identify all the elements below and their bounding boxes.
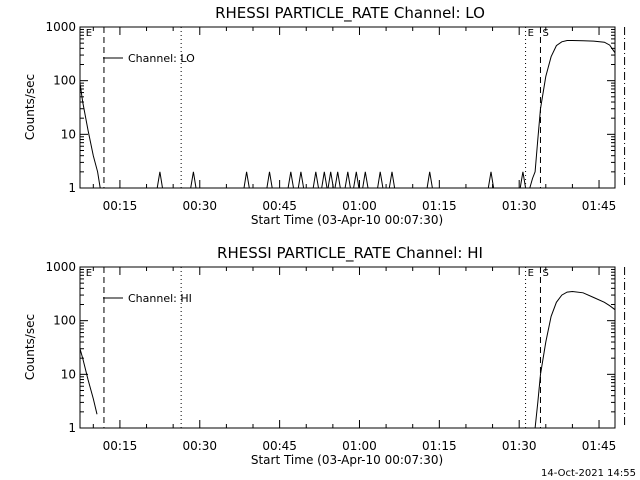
x-tick-label: 01:15 [422, 199, 457, 213]
y-tick-label: 1 [68, 181, 76, 195]
event-marker-label: E [528, 28, 534, 39]
event-marker-label: E [86, 28, 92, 39]
chart-title: RHESSI PARTICLE_RATE Channel: HI [217, 244, 483, 263]
panel-lo: RHESSI PARTICLE_RATE Channel: LO 1 10 100 1… [23, 4, 626, 227]
data-series-line [266, 171, 273, 189]
x-tick-label: 01:30 [502, 439, 537, 453]
data-series-line [529, 40, 616, 189]
data-series-line [362, 171, 369, 189]
data-series-line [327, 171, 334, 189]
data-series-line [243, 171, 250, 189]
data-series-line [297, 171, 305, 189]
data-series-line [519, 171, 527, 189]
y-axis-label: Counts/sec [23, 314, 37, 380]
x-axis-label: Start Time (03-Apr-10 00:07:30) [251, 453, 443, 467]
legend: Channel: HI [103, 292, 192, 305]
data-series-line [344, 171, 351, 189]
event-marker-label: E [528, 268, 534, 279]
data-series-line [334, 171, 341, 189]
x-tick-label: 00:15 [103, 199, 138, 213]
y-tick-label: 1000 [45, 20, 76, 34]
x-tick-label: 01:15 [422, 439, 457, 453]
data-series-line [190, 171, 197, 189]
y-tick-label: 10 [61, 367, 76, 381]
event-marker-label: S [542, 28, 548, 39]
data-series-line [156, 171, 163, 189]
x-tick-label: 00:15 [103, 439, 138, 453]
x-tick-label: 01:00 [342, 439, 377, 453]
legend: Channel: LO [103, 52, 195, 65]
y-tick-label: 1000 [45, 260, 76, 274]
y-tick-label: 10 [61, 127, 76, 141]
data-series-line [79, 348, 98, 415]
x-tick-label: 00:30 [182, 439, 217, 453]
data-series-line [353, 171, 360, 189]
legend-label: Channel: LO [128, 52, 195, 65]
x-tick-label: 00:45 [262, 439, 297, 453]
data-series-line [79, 83, 101, 189]
y-tick-label: 100 [53, 74, 76, 88]
panel-hi: RHESSI PARTICLE_RATE Channel: HI 1 10 100 1… [23, 244, 626, 467]
data-series-line [534, 290, 616, 429]
data-series-line [426, 171, 433, 189]
data-series-line [377, 171, 384, 189]
chart-title: RHESSI PARTICLE_RATE Channel: LO [215, 4, 485, 23]
data-series-line [287, 171, 294, 189]
x-tick-label: 00:30 [182, 199, 217, 213]
data-series-line [388, 171, 396, 189]
y-tick-label: 1 [68, 421, 76, 435]
y-tick-label: 100 [53, 314, 76, 328]
data-series-line [487, 171, 495, 189]
x-tick-label: 00:45 [262, 199, 297, 213]
event-marker-label: E [86, 268, 92, 279]
x-tick-label: 01:30 [502, 199, 537, 213]
plot-frame [79, 266, 616, 429]
x-axis-label: Start Time (03-Apr-10 00:07:30) [251, 213, 443, 227]
x-tick-label: 01:45 [582, 439, 617, 453]
y-axis-label: Counts/sec [23, 74, 37, 140]
x-tick-label: 01:45 [582, 199, 617, 213]
plot-frame [79, 26, 616, 189]
event-marker-label: S [542, 268, 548, 279]
data-series-line [312, 171, 319, 189]
data-series-line [321, 171, 328, 189]
legend-label: Channel: HI [128, 292, 192, 305]
date-stamp: 14-Oct-2021 14:55 [541, 468, 636, 479]
x-tick-label: 01:00 [342, 199, 377, 213]
